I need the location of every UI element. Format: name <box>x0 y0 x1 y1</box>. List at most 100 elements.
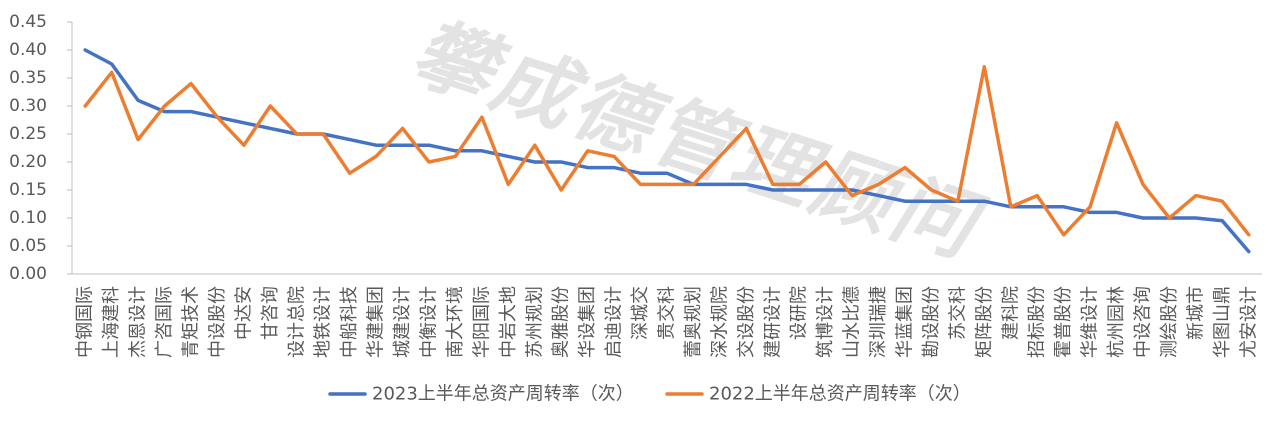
data-point <box>558 159 564 165</box>
x-tick-label: 中衡设计 <box>419 286 440 358</box>
x-tick-label: 华维设计 <box>1080 286 1101 358</box>
data-point <box>690 181 696 187</box>
data-point <box>770 181 776 187</box>
data-point <box>1193 215 1199 221</box>
data-point <box>135 97 141 103</box>
x-tick-label: 建研设计 <box>762 286 783 358</box>
x-tick-label: 山水比德 <box>842 286 863 358</box>
data-point <box>1034 204 1040 210</box>
data-point <box>638 170 644 176</box>
data-point <box>373 153 379 159</box>
data-point <box>1114 120 1120 126</box>
data-point <box>347 137 353 143</box>
data-point <box>188 109 194 115</box>
data-point <box>717 181 723 187</box>
x-tick-label: 苏州规划 <box>524 286 545 358</box>
data-point <box>1219 218 1225 224</box>
data-point <box>1140 181 1146 187</box>
data-point <box>585 148 591 154</box>
data-point <box>743 125 749 131</box>
data-point <box>664 170 670 176</box>
x-tick-label: 深水规院 <box>709 286 730 358</box>
x-tick-label: 中设咨询 <box>1133 286 1154 358</box>
x-tick-label: 中岩大地 <box>498 286 519 358</box>
data-point <box>1008 204 1014 210</box>
data-point <box>400 125 406 131</box>
data-point <box>928 187 934 193</box>
data-point <box>1246 249 1252 255</box>
data-point <box>267 103 273 109</box>
x-tick-label: 奥雅股份 <box>551 286 572 358</box>
x-tick-label: 尤安设计 <box>1238 286 1259 358</box>
x-tick-label: 矩阵股份 <box>974 286 995 358</box>
y-tick-label: 0.10 <box>9 208 47 228</box>
x-tick-label: 筑博设计 <box>815 286 836 358</box>
data-point <box>876 193 882 199</box>
legend-item-2023: 2023上半年总资产周转率（次） <box>328 384 634 405</box>
data-point <box>479 148 485 154</box>
x-tick-label: 杰恩设计 <box>128 286 149 358</box>
y-tick-label: 0.20 <box>9 152 47 172</box>
data-point <box>1114 209 1120 215</box>
x-tick-label: 招标股份 <box>1027 286 1048 358</box>
y-tick-label: 0.25 <box>9 124 47 144</box>
x-tick-label: 上海建科 <box>101 286 122 358</box>
data-point <box>1140 215 1146 221</box>
data-point <box>82 103 88 109</box>
x-tick-label: 华图山鼎 <box>1212 286 1233 358</box>
y-tick-label: 0.35 <box>9 68 47 88</box>
x-tick-label: 广咨国际 <box>154 286 175 358</box>
legend-item-2022: 2022上半年总资产周转率（次） <box>665 384 971 405</box>
x-tick-label: 中设股份 <box>207 286 228 358</box>
data-point <box>585 165 591 171</box>
data-point <box>638 181 644 187</box>
x-tick-label: 勘设股份 <box>921 286 942 358</box>
data-point <box>505 181 511 187</box>
x-tick-label: 中钢国际 <box>75 286 96 358</box>
data-point <box>505 153 511 159</box>
x-tick-labels: 中钢国际 上海建科 杰恩设计 广咨国际 青矩技术 中设股份 中达安 甘咨询 设计总院 地铁设计 中船… <box>75 286 1260 358</box>
x-tick-label: 南大环境 <box>445 286 466 358</box>
x-tick-label: 蕾奥规划 <box>683 286 704 358</box>
data-point <box>1193 193 1199 199</box>
data-point <box>1166 215 1172 221</box>
x-tick-label: 城建设计 <box>392 286 413 358</box>
x-tick-label: 霍普股份 <box>1053 286 1074 358</box>
x-tick-label: 启迪设计 <box>604 286 625 358</box>
x-tick-label: 青矩技术 <box>181 286 202 358</box>
data-point <box>955 198 961 204</box>
data-point <box>849 193 855 199</box>
x-tick-label: 地铁设计 <box>313 286 334 358</box>
data-point <box>823 159 829 165</box>
x-tick-label: 测绘股份 <box>1159 286 1180 358</box>
data-point <box>188 81 194 87</box>
data-point <box>1087 204 1093 210</box>
data-point <box>981 198 987 204</box>
data-point <box>532 159 538 165</box>
y-tick-label: 0.00 <box>9 264 47 284</box>
y-axis: 0.00 0.05 0.10 0.15 0.20 0.25 0.30 0.35 0.40 0.45 <box>9 12 73 284</box>
y-tick-label: 0.15 <box>9 180 47 200</box>
data-point <box>823 187 829 193</box>
x-tick-label: 华蓝集团 <box>895 286 916 358</box>
data-point <box>743 181 749 187</box>
data-point <box>1219 198 1225 204</box>
y-tick-label: 0.45 <box>9 12 47 32</box>
x-tick-label: 甘咨询 <box>260 286 281 340</box>
data-point <box>162 103 168 109</box>
x-axis: 中钢国际 上海建科 杰恩设计 广咨国际 青矩技术 中设股份 中达安 甘咨询 设计总院 地铁设计 中船… <box>72 273 1262 358</box>
x-tick-label: 设研院 <box>789 286 810 340</box>
data-point <box>267 125 273 131</box>
data-point <box>1061 232 1067 238</box>
data-point <box>109 61 115 67</box>
data-point <box>347 170 353 176</box>
data-point <box>1061 204 1067 210</box>
x-tick-label: 交设股份 <box>736 286 757 358</box>
x-tick-label: 杭州园林 <box>1106 286 1127 358</box>
legend-label-2022: 2022上半年总资产周转率（次） <box>709 384 971 405</box>
data-point <box>796 187 802 193</box>
x-tick-label: 设计总院 <box>286 286 307 358</box>
x-tick-label: 中达安 <box>233 286 254 340</box>
